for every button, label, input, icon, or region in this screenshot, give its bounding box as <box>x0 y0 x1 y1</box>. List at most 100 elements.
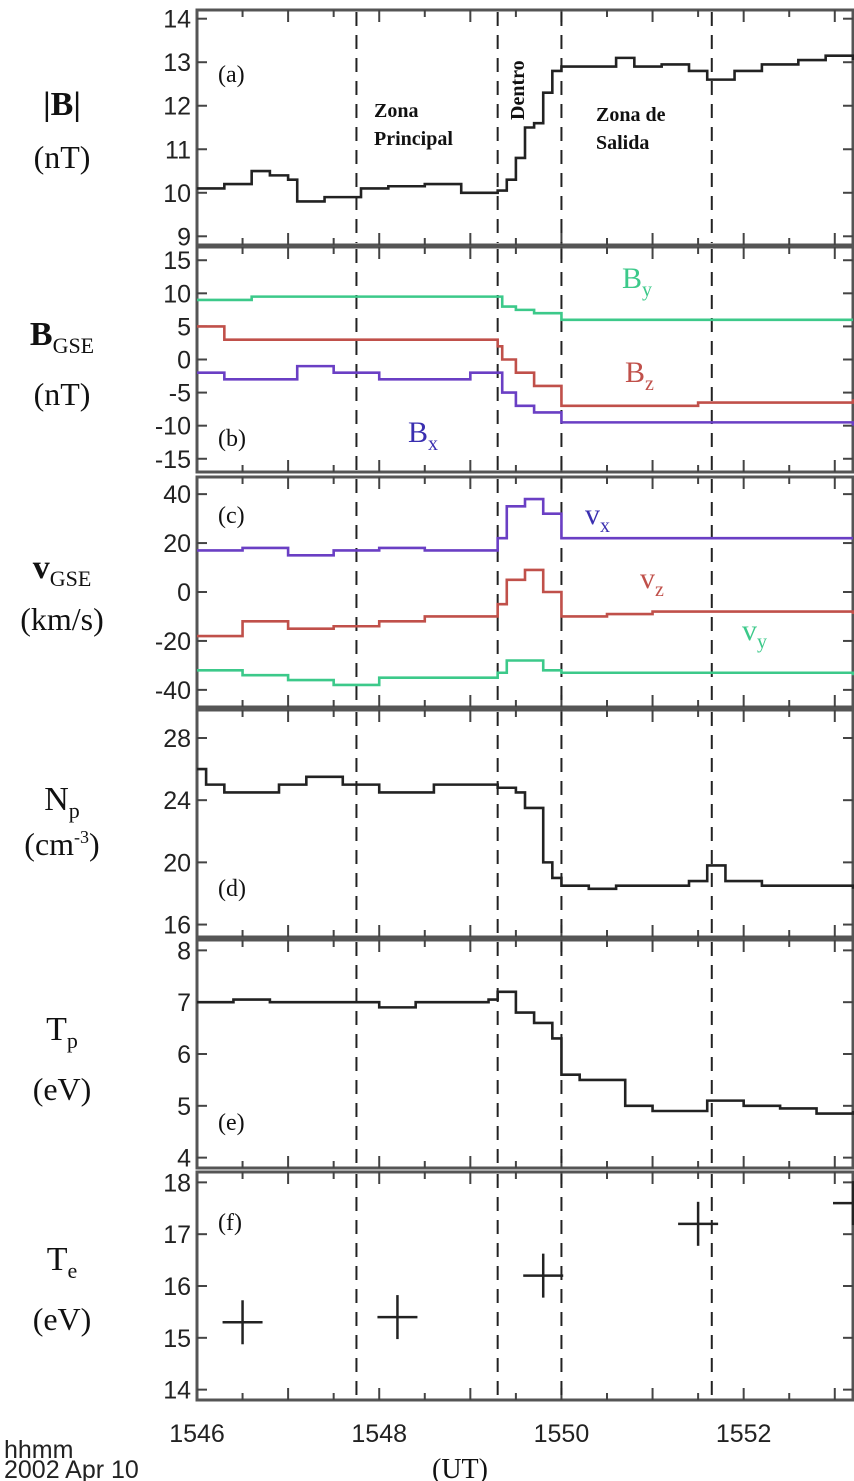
series-label-B_y: By <box>622 262 652 301</box>
y-tick-label: -15 <box>155 446 191 474</box>
yunit-sup-d: -3 <box>74 827 89 847</box>
series-c-v_x <box>197 497 853 557</box>
y-tick-label: 16 <box>163 912 191 940</box>
zone-dentro: Dentro <box>507 60 529 120</box>
zone-salida-line2: Salida <box>596 132 649 154</box>
panel-d-frame <box>195 708 854 939</box>
yunit-c: (km/s) <box>20 601 104 637</box>
panel-e-frame <box>195 938 854 1170</box>
zone-salida-line1: Zona de <box>596 104 666 126</box>
series-label-sub-v_y: y <box>757 631 767 653</box>
ylabel-sub-b: GSE <box>53 333 95 358</box>
zone-principal-line2: Principal <box>374 128 453 150</box>
y-tick-label: -5 <box>169 380 191 408</box>
y-tick-label: 12 <box>163 93 191 121</box>
panels-group: 9 10 11 12 13 14 (a) |B| (nT) -15 -10 -5 0 5 10 15 (b) BG… <box>20 6 854 1448</box>
series-b-B_x <box>197 364 854 426</box>
y-tick-label: 14 <box>163 1377 191 1405</box>
y-tick-label: 0 <box>177 579 191 607</box>
panel-d: 16 20 24 28 (d) Np(cm-3) <box>24 708 854 940</box>
series-label-v_z: vz <box>640 562 664 601</box>
y-tick-label: -20 <box>155 628 191 656</box>
y-tick-label: 18 <box>163 1169 191 1197</box>
y-tick-label: 0 <box>177 347 191 375</box>
yunit-e: (eV) <box>33 1071 92 1107</box>
yunit-close-d: ) <box>89 826 100 862</box>
y-tick-label: 11 <box>165 136 191 164</box>
series-label-B_z: Bz <box>625 356 654 395</box>
panel-e: 4 5 6 7 8 (e) Tp (eV) <box>33 937 854 1173</box>
panel-label-d: (d) <box>218 876 246 902</box>
zone-principal-line1: Zona <box>374 100 418 122</box>
y-tick-label: 8 <box>177 937 191 965</box>
ylabel-c: vGSE <box>33 549 92 591</box>
panel-a-frame <box>195 8 854 247</box>
y-tick-label: 15 <box>163 1325 191 1353</box>
series-label-sub-v_z: z <box>655 579 664 601</box>
panel-b: -15 -10 -5 0 5 10 15 (b) BGSE (nT) By Bz Bx <box>30 245 854 474</box>
ylabel-sub-d: p <box>69 798 80 823</box>
series-label-sub-B_z: z <box>645 373 654 395</box>
y-tick-label: 16 <box>163 1273 191 1301</box>
y-tick-label: 40 <box>163 481 191 509</box>
ylabel-d: Np <box>44 781 80 823</box>
series-label-sub-B_x: x <box>428 433 438 455</box>
ylabel-sub-c: GSE <box>50 566 92 591</box>
series-b-B_z <box>197 325 854 408</box>
x-tick-label: 1552 <box>716 1420 772 1448</box>
yunit-d: (cm-3) <box>24 826 99 862</box>
footer-time-label: hhmm <box>4 1436 73 1464</box>
panel-b-frame <box>195 245 854 474</box>
y-tick-label: -10 <box>155 413 191 441</box>
series-b-B_y <box>197 295 853 322</box>
ylabel-sub-e: p <box>67 1028 78 1053</box>
series-d-main <box>197 767 854 891</box>
y-tick-label: 13 <box>163 49 191 77</box>
x-tick-label: 1550 <box>534 1420 590 1448</box>
series-label-v_y: vy <box>742 614 767 653</box>
y-tick-label: 20 <box>163 849 191 877</box>
ylabel-e: Tp <box>46 1011 78 1053</box>
y-tick-label: 28 <box>163 725 191 753</box>
yunit-a: (nT) <box>34 139 91 175</box>
y-tick-label: 10 <box>163 180 191 208</box>
y-tick-label: -40 <box>155 677 191 705</box>
series-label-B_x: Bx <box>408 416 438 455</box>
x-tick-label: 1548 <box>351 1420 407 1448</box>
ylabel-b: BGSE <box>30 316 94 358</box>
panel-label-a: (a) <box>218 62 245 88</box>
panel-label-c: (c) <box>218 503 245 529</box>
y-tick-label: 7 <box>177 989 191 1017</box>
panel-label-f: (f) <box>218 1210 242 1236</box>
y-tick-label: 5 <box>177 1093 191 1121</box>
panel-f: 14 15 16 17 18 (f) Te (eV) 1546 1548 1550 1552 <box>33 1169 854 1448</box>
panel-f-frame <box>195 1170 854 1402</box>
series-e-main <box>197 990 854 1115</box>
series-c-v_y <box>197 659 854 687</box>
ylabel-f: Te <box>47 1241 78 1283</box>
series-label-v_x: vx <box>585 498 610 537</box>
panel-label-b: (b) <box>218 426 246 452</box>
yunit-b: (nT) <box>34 376 91 412</box>
y-tick-label: 10 <box>163 280 191 308</box>
series-c-v_z <box>197 568 854 638</box>
x-tick-label: 1546 <box>169 1420 225 1448</box>
yunit-f: (eV) <box>33 1301 92 1337</box>
panel-label-e: (e) <box>218 1110 245 1136</box>
y-tick-label: 20 <box>163 530 191 558</box>
y-tick-label: 9 <box>177 223 191 251</box>
y-tick-label: 14 <box>163 6 191 34</box>
series-label-sub-B_y: y <box>642 279 652 301</box>
y-tick-label: 15 <box>163 247 191 275</box>
y-tick-label: 4 <box>177 1145 191 1173</box>
y-tick-label: 6 <box>177 1041 191 1069</box>
panel-a: 9 10 11 12 13 14 (a) |B| (nT) <box>34 6 854 251</box>
ylabel-sub-f: e <box>68 1258 78 1283</box>
ylabel-a: |B| <box>43 86 81 123</box>
footer-date: 2002 Apr 10 <box>4 1456 139 1481</box>
series-label-sub-v_x: x <box>600 515 610 537</box>
series-a-main <box>197 54 854 203</box>
y-tick-label: 5 <box>177 313 191 341</box>
